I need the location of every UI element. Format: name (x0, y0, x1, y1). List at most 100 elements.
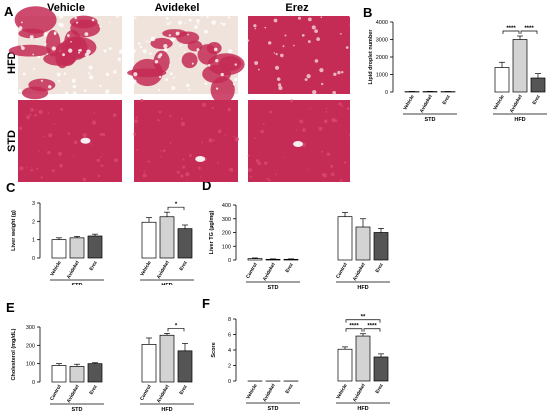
bar-hfd-avidekel (159, 334, 175, 383)
bar-std-avidekel (69, 237, 85, 259)
category-label: Avidekel (66, 384, 81, 404)
category-label: Vehicle (139, 260, 153, 278)
category-label: Erez (178, 383, 189, 395)
category-label: Vehicle (245, 383, 259, 401)
y-tick-label: 1 (32, 238, 35, 244)
panel-letter-b: B (363, 5, 372, 20)
y-tick-label: 300 (26, 325, 35, 331)
category-label: Erez (374, 382, 385, 394)
bar-hfd-erez (177, 228, 193, 259)
significance-bracket: **** (502, 26, 520, 34)
significance-bracket: * (167, 202, 185, 211)
y-axis-label: Cholesterol (mg/dL) (11, 328, 17, 380)
significance-label: **** (506, 26, 516, 32)
category-label: Avidekel (262, 262, 277, 282)
bar-std-avidekel (69, 366, 85, 383)
group-label-std: STD (268, 406, 279, 412)
significance-bracket: **** (345, 324, 363, 332)
panel-letter-a: A (4, 4, 14, 19)
y-tick-label: 3000 (376, 38, 388, 44)
significance-bracket: * (167, 323, 185, 332)
y-tick-label: 0 (32, 380, 35, 386)
y-tick-label: 0 (385, 90, 388, 96)
group-label-hfd: HFD (161, 407, 172, 413)
significance-label: * (175, 323, 178, 329)
panel-letter-d: D (202, 182, 211, 193)
y-tick-label: 8 (228, 317, 231, 323)
group-label-hfd: HFD (357, 285, 368, 291)
category-label: Vehicle (492, 94, 506, 112)
panel-letter-f: F (202, 298, 210, 311)
y-tick-label: 200 (222, 231, 231, 237)
significance-label: **** (349, 324, 359, 330)
y-tick-label: 4 (228, 348, 231, 354)
category-label: Vehicle (335, 383, 349, 401)
bar-std-erez (283, 258, 299, 261)
category-label: Avidekel (509, 94, 524, 114)
category-label: Erez (284, 261, 295, 273)
significance-label: **** (367, 324, 377, 330)
y-tick-label: 0 (228, 258, 231, 264)
significance-bracket: **** (520, 26, 538, 34)
category-label: Avidekel (262, 383, 277, 403)
y-tick-label: 2 (228, 364, 231, 370)
column-header-avidekel: Avidekel (154, 2, 200, 14)
group-label-std: STD (72, 407, 83, 413)
group-label-std: STD (268, 285, 279, 291)
bar-hfd-vehicle (337, 348, 353, 382)
bar-std-vehicle (51, 239, 67, 259)
histology-image-hfd-erez (247, 15, 350, 95)
significance-bracket: ** (345, 315, 381, 323)
panel-letter-c: C (6, 180, 16, 195)
y-tick-label: 2 (32, 219, 35, 225)
category-label: Control (139, 384, 153, 402)
panel-letter-e: E (6, 300, 15, 315)
category-label: Erez (531, 93, 542, 105)
y-tick-label: 400 (222, 203, 231, 209)
column-header-vehicle: Vehicle (47, 2, 85, 14)
significance-label: ** (361, 315, 366, 321)
category-label: Erez (88, 383, 99, 395)
bar-std-erez (87, 363, 103, 383)
histology-image-std-erez (247, 99, 350, 182)
bar-hfd-erez (373, 232, 389, 261)
category-label: Vehicle (402, 94, 416, 112)
group-label-std: STD (72, 283, 83, 285)
bar-std-control (51, 365, 67, 383)
category-label: Avidekel (352, 383, 367, 403)
histology-image-std-vehicle (18, 100, 122, 182)
y-axis-label: Score (211, 342, 217, 357)
category-label: Control (335, 262, 349, 280)
y-tick-label: 0 (228, 379, 231, 385)
y-tick-label: 300 (222, 217, 231, 223)
bar-std-erez (87, 235, 103, 259)
y-tick-label: 100 (26, 362, 35, 368)
bar-hfd-avidekel (355, 226, 371, 261)
y-tick-label: 3 (32, 201, 35, 207)
y-tick-label: 6 (228, 333, 231, 339)
significance-label: * (175, 202, 178, 208)
y-tick-label: 2000 (376, 55, 388, 61)
category-label: Erez (88, 259, 99, 271)
group-label-hfd: HFD (357, 406, 368, 412)
category-label: Erez (441, 93, 452, 105)
histology-grid (8, 6, 350, 182)
category-label: Avidekel (156, 260, 171, 280)
bar-hfd-vehicle (141, 221, 157, 259)
bar-hfd-erez (177, 350, 193, 383)
bar-hfd-avidekel (512, 39, 528, 93)
bar-std-control (247, 258, 263, 261)
category-label: Avidekel (352, 262, 367, 282)
category-label: Vehicle (49, 260, 63, 278)
y-tick-label: 0 (32, 256, 35, 262)
y-axis-label: Liver TG (µg/mg) (209, 210, 215, 254)
y-axis-label: Liver weight (g) (11, 210, 17, 251)
column-header-erez: Erez (285, 2, 309, 14)
y-tick-label: 4000 (376, 20, 388, 26)
category-label: Erez (284, 382, 295, 394)
category-label: Avidekel (66, 260, 81, 280)
y-tick-label: 1000 (376, 73, 388, 79)
